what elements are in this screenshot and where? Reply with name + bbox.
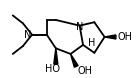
Text: OH: OH [117, 32, 132, 42]
Text: N: N [76, 22, 83, 32]
Text: HO: HO [45, 64, 60, 74]
Polygon shape [105, 35, 116, 39]
Polygon shape [54, 48, 58, 64]
Text: OH: OH [77, 66, 92, 76]
Text: N: N [24, 30, 32, 40]
Text: H: H [88, 38, 95, 48]
Polygon shape [71, 54, 78, 67]
